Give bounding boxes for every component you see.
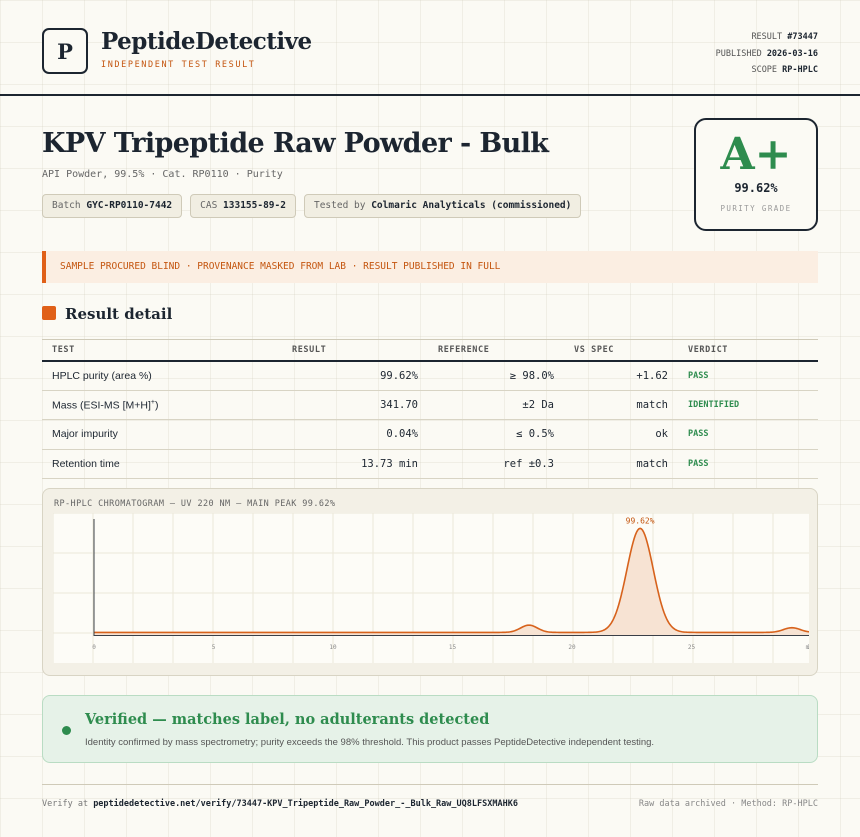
verified-text: Identity confirmed by mass spectrometry;… — [85, 737, 655, 748]
brand-logo: P — [42, 28, 88, 74]
cell-test: Major impurity — [42, 419, 282, 450]
table-row: Retention time 13.73 min ref ±0.3 match … — [42, 449, 818, 479]
x-tick-label: 30 — [807, 644, 809, 651]
batch-chip-label: Batch — [52, 200, 81, 211]
cas-chip-value: 133155-89-2 — [223, 200, 286, 211]
chromatogram-trace — [94, 527, 809, 634]
product-chips: Batch GYC-RP0110-7442 CAS 133155-89-2 Te… — [42, 194, 582, 218]
published-date: 2026-03-16 — [766, 48, 818, 59]
brand-logo-letter: P — [57, 38, 73, 64]
x-tick-label: 5 — [212, 644, 216, 651]
published-label: PUBLISHED — [715, 48, 762, 59]
brand-tagline: INDEPENDENT TEST RESULT — [101, 60, 256, 70]
x-tick-label: 0 — [92, 644, 96, 651]
tested-by-chip: Tested by Colmaric Analyticals (commissi… — [303, 194, 582, 218]
x-tick-label: 20 — [568, 644, 576, 651]
peak-label: 99.62% — [626, 516, 655, 525]
chart-title: RP-HPLC CHROMATOGRAM — UV 220 NM — MAIN … — [54, 499, 336, 509]
cell-vs-spec: +1.62 — [564, 360, 678, 391]
cell-verdict: IDENTIFIED — [678, 390, 818, 420]
batch-chip-value: GYC-RP0110-7442 — [86, 200, 173, 211]
cell-vs-spec: match — [564, 449, 678, 479]
section-title: Result detail — [65, 305, 173, 323]
cell-result: 0.04% — [282, 419, 428, 450]
col-header-reference: REFERENCE — [428, 339, 564, 362]
cell-verdict: PASS — [678, 419, 818, 450]
x-unit-label: min — [806, 644, 809, 651]
batch-chip: Batch GYC-RP0110-7442 — [42, 194, 183, 218]
grade-value: 99.62% — [734, 181, 778, 195]
cas-chip: CAS 133155-89-2 — [190, 194, 296, 218]
cas-chip-label: CAS — [200, 200, 218, 211]
table-row: Major impurity 0.04% ≤ 0.5% ok PASS — [42, 419, 818, 450]
provenance-banner: SAMPLE PROCURED BLIND · PROVENANCE MASKE… — [42, 251, 818, 283]
cell-test: Mass (ESI-MS [M+H]+) — [42, 390, 282, 420]
cell-test-superscript: + — [150, 398, 155, 406]
x-tick-label: 10 — [329, 644, 337, 651]
cell-test: Retention time — [42, 449, 282, 479]
cell-test: HPLC purity (area %) — [42, 360, 282, 391]
col-header-result: RESULT — [282, 339, 428, 362]
plot-background — [53, 513, 809, 663]
product-subtitle: API Powder, 99.5% · Cat. RP0110 · Purity — [42, 169, 283, 180]
cell-reference: ref ±0.3 — [428, 449, 564, 479]
result-label: RESULT — [751, 32, 783, 42]
header-divider — [0, 94, 860, 96]
verified-panel: Verified — matches label, no adulterants… — [42, 695, 818, 763]
cell-reference: ≥ 98.0% — [428, 360, 564, 391]
section-marker — [42, 306, 56, 320]
x-tick-label: 25 — [688, 644, 696, 651]
scope-value: RP-HPLC — [782, 65, 818, 75]
chromatogram-chart: 0 5 10 15 20 25 30min 99.62% — [53, 513, 809, 663]
verify-link[interactable]: peptidedetective.net/verify/73447-KPV_Tr… — [93, 799, 518, 809]
x-tick-label: 15 — [449, 644, 457, 651]
table-row: Mass (ESI-MS [M+H]+) 341.70 ±2 Da match … — [42, 390, 818, 420]
footer-divider — [42, 784, 818, 785]
result-id: #73447 — [787, 32, 818, 42]
chromatogram-card: RP-HPLC CHROMATOGRAM — UV 220 NM — MAIN … — [42, 488, 818, 676]
cell-result: 99.62% — [282, 360, 428, 391]
cell-result: 13.73 min — [282, 449, 428, 479]
grade-label: PURITY GRADE — [720, 204, 792, 213]
results-table: TEST RESULT REFERENCE VS SPEC VERDICT HP… — [42, 339, 818, 479]
col-header-vs-spec: VS SPEC — [564, 339, 678, 362]
col-header-test: TEST — [42, 339, 282, 362]
verify-prefix: Verify at — [42, 799, 89, 809]
cell-vs-spec: match — [564, 390, 678, 420]
purity-grade-card: A+ 99.62% PURITY GRADE — [694, 118, 818, 231]
cell-test-text: Mass (ESI-MS [M+H] — [52, 399, 151, 411]
cell-reference: ±2 Da — [428, 390, 564, 420]
verify-footer: Verify at peptidedetective.net/verify/73… — [42, 799, 518, 809]
tested-by-chip-value: Colmaric Analyticals (commissioned) — [371, 200, 572, 211]
brand-name: PeptideDetective — [101, 28, 312, 55]
scope-label: SCOPE — [751, 65, 778, 75]
table-header-row: TEST RESULT REFERENCE VS SPEC VERDICT — [42, 339, 818, 362]
cell-test-close: ) — [154, 399, 159, 411]
product-title: KPV Tripeptide Raw Powder - Bulk — [42, 128, 549, 159]
grade-letter: A+ — [720, 129, 792, 180]
cell-vs-spec: ok — [564, 419, 678, 450]
verified-dot-icon — [62, 726, 71, 735]
cell-result: 341.70 — [282, 390, 428, 420]
tested-by-chip-label: Tested by — [313, 200, 366, 211]
cell-reference: ≤ 0.5% — [428, 419, 564, 450]
report-meta: RESULT #73447 PUBLISHED 2026-03-16 SCOPE… — [716, 29, 818, 79]
verified-title: Verified — matches label, no adulterants… — [85, 711, 490, 728]
cell-verdict: PASS — [678, 360, 818, 391]
footer-method: Raw data archived · Method: RP-HPLC — [638, 799, 818, 809]
col-header-verdict: VERDICT — [678, 339, 818, 362]
cell-verdict: PASS — [678, 449, 818, 479]
table-row: HPLC purity (area %) 99.62% ≥ 98.0% +1.6… — [42, 360, 818, 391]
